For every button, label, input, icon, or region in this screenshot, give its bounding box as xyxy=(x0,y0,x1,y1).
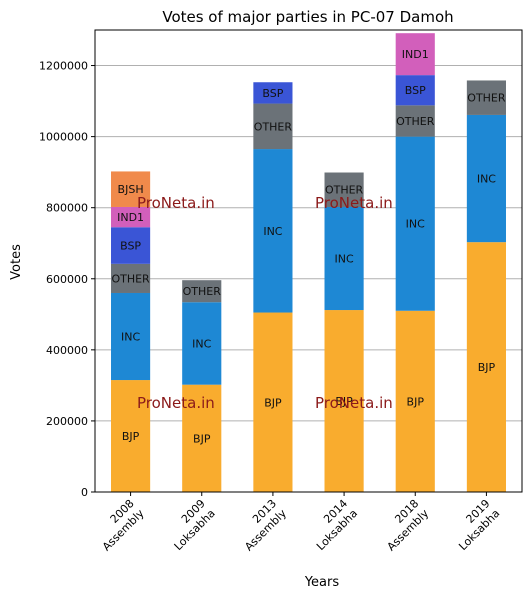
y-tick-label: 0 xyxy=(81,486,88,499)
bar-segment-bjp xyxy=(111,380,151,492)
bar-segment-bjp xyxy=(253,312,293,492)
segment-label: OTHER xyxy=(325,184,364,197)
bar-segment-other xyxy=(111,263,151,293)
watermark: ProNeta.in xyxy=(137,194,215,212)
bar-segment-other xyxy=(324,172,364,207)
bar-segment-other xyxy=(466,80,506,115)
bar-segment-ind1 xyxy=(111,206,151,228)
bar-segment-bsp xyxy=(395,75,435,106)
bar-segment-ind1 xyxy=(395,33,435,76)
watermarks: ProNeta.in ProNeta.in ProNeta.in ProNeta.in xyxy=(137,194,393,412)
y-tick-label: 200000 xyxy=(46,415,88,428)
segment-label: BSP xyxy=(120,240,141,253)
segment-label: OTHER xyxy=(396,115,435,128)
segment-label: INC xyxy=(406,218,425,231)
segment-label: BJP xyxy=(478,361,496,374)
bar-segment-other xyxy=(395,105,435,137)
bar-segment-inc xyxy=(324,206,364,311)
y-tick-label: 800000 xyxy=(46,202,88,215)
watermark: ProNeta.in xyxy=(315,394,393,412)
segment-label: INC xyxy=(192,337,211,350)
grid xyxy=(95,65,522,493)
segment-label: BSP xyxy=(262,87,283,100)
segment-label: BJSH xyxy=(118,183,144,196)
bar-segment-inc xyxy=(395,136,435,311)
bar-segment-bsp xyxy=(253,82,293,104)
segment-label: BJP xyxy=(193,432,211,445)
bar-segment-inc xyxy=(182,302,222,385)
segment-label: INC xyxy=(121,331,140,344)
segment-label: BJP xyxy=(407,395,425,408)
segment-label: IND1 xyxy=(117,211,144,224)
x-axis-label: Years xyxy=(304,575,340,590)
bar-segment-inc xyxy=(466,114,506,243)
bar-segment-bjp xyxy=(324,310,364,492)
bar-segment-bjp xyxy=(182,384,222,492)
y-tick-label: 1000000 xyxy=(39,131,88,144)
segment-label: BJP xyxy=(122,430,140,443)
chart-title: Votes of major parties in PC-07 Damoh xyxy=(162,8,453,26)
bar-segment-bsp xyxy=(111,227,151,264)
bar-segment-other xyxy=(253,103,293,150)
segment-label: BSP xyxy=(405,84,426,97)
bar-segment-other xyxy=(182,280,222,303)
segment-label: IND1 xyxy=(402,48,429,61)
y-axis-label: Votes xyxy=(9,244,24,280)
segment-label: OTHER xyxy=(111,272,150,285)
bar-segment-inc xyxy=(111,292,151,381)
segment-label: OTHER xyxy=(254,120,293,133)
bar-segment-bjp xyxy=(466,242,506,492)
segment-label: OTHER xyxy=(467,92,506,105)
segment-label: BJP xyxy=(335,395,353,408)
watermark: ProNeta.in xyxy=(315,194,393,212)
y-tick-label: 1200000 xyxy=(39,60,88,73)
plot-frame xyxy=(94,29,523,493)
segment-label: INC xyxy=(335,253,354,266)
y-tick-label: 400000 xyxy=(46,344,88,357)
segment-label: INC xyxy=(477,173,496,186)
segment-labels: BJP INC OTHER BSP IND1 BJSH BJP INC OTHER BJP INC O… xyxy=(111,48,505,445)
segment-label: OTHER xyxy=(183,285,222,298)
y-tick-label: 600000 xyxy=(46,273,88,286)
watermark: ProNeta.in xyxy=(137,394,215,412)
segment-label: INC xyxy=(263,225,282,238)
segment-label: BJP xyxy=(264,396,282,409)
bars xyxy=(111,33,506,492)
bar-segment-bjp xyxy=(395,310,435,492)
bar-segment-inc xyxy=(253,149,293,313)
bar-segment-bjsh xyxy=(111,171,151,207)
